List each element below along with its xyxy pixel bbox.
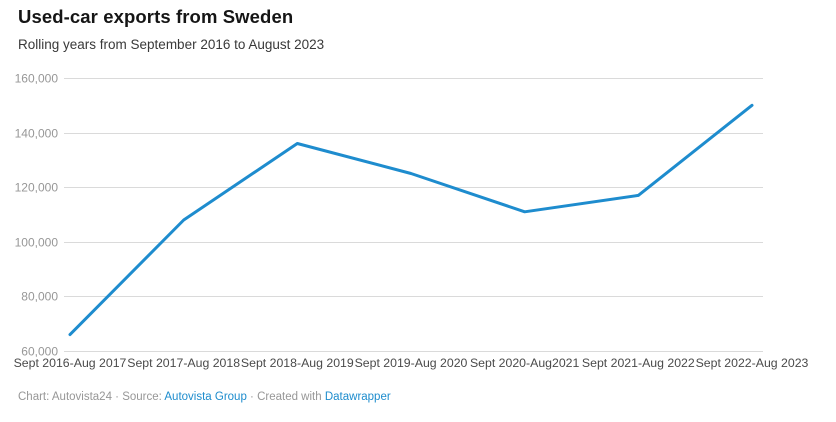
x-axis-tick-label: Sept 2017-Aug 2018: [127, 356, 240, 370]
footer-created-with-text: · Created with: [246, 391, 325, 403]
x-axis-tick-label: Sept 2020-Aug2021: [470, 356, 580, 370]
y-axis-tick-label: 140,000: [15, 127, 59, 141]
x-axis-tick-label: Sept 2019-Aug 2020: [355, 356, 468, 370]
chart-subtitle: Rolling years from September 2016 to Aug…: [18, 37, 325, 52]
x-axis-tick-label: Sept 2021-Aug 2022: [582, 356, 695, 370]
footer-attribution-text: Chart: Autovista24 · Source:: [18, 391, 165, 403]
data-series-line: [68, 103, 754, 337]
line-chart-plot: 60,000 80,000 100,000 120,000 140,000 160,000…: [14, 72, 809, 371]
x-axis-tick-label: Sept 2022-Aug 2023: [696, 356, 809, 370]
chart-footer: Chart: Autovista24 · Source: Autovista G…: [18, 391, 391, 403]
x-axis-tick-label: Sept 2018-Aug 2019: [241, 356, 354, 370]
datawrapper-link[interactable]: Datawrapper: [324, 391, 391, 403]
y-axis-tick-label: 100,000: [15, 236, 59, 250]
x-axis-tick-label: Sept 2016-Aug 2017: [14, 356, 127, 370]
y-axis-tick-label: 60,000: [21, 345, 58, 359]
y-axis-tick-label: 80,000: [21, 290, 58, 304]
y-axis-tick-label: 160,000: [15, 72, 59, 86]
y-axis-tick-label: 120,000: [15, 181, 59, 195]
source-link[interactable]: Autovista Group: [164, 391, 247, 403]
chart-title: Used-car exports from Sweden: [18, 6, 294, 27]
